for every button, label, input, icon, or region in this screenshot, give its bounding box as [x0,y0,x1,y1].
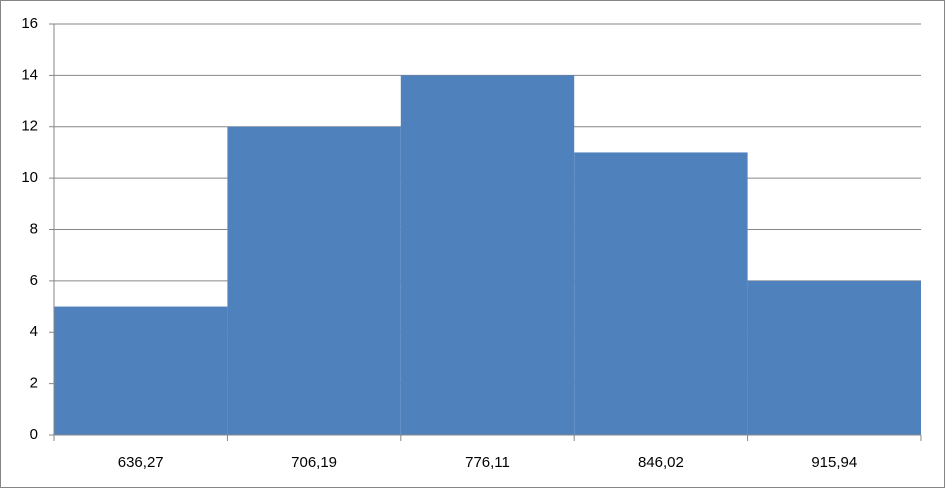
y-tick-label: 12 [21,118,38,135]
bar [54,306,228,435]
y-tick-label: 4 [30,323,38,340]
y-tick-label: 6 [30,272,38,289]
y-tick-label: 8 [30,220,38,237]
bar [574,152,748,435]
x-tick-label: 776,11 [465,454,510,471]
y-tick-label: 14 [21,66,38,83]
bar [747,280,921,435]
bar [400,75,575,435]
y-tick-label: 16 [21,15,38,32]
y-tick-label: 0 [30,426,38,443]
x-tick-label: 915,94 [811,454,857,471]
bar [227,126,401,435]
x-tick-label: 706,19 [291,454,337,471]
y-tick-label: 2 [30,375,38,392]
x-tick-label: 636,27 [118,454,164,471]
y-tick-label: 10 [21,169,38,186]
x-tick-label: 846,02 [638,454,684,471]
